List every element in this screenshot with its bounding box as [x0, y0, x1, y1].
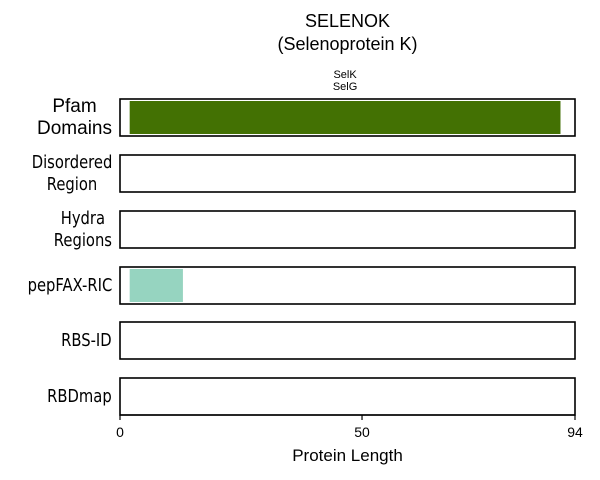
x-tick-label-2: 94 [567, 424, 583, 440]
segment-label-0-0-0: SelK [333, 69, 357, 81]
track-label-1: Disordered Region [31, 152, 112, 196]
x-tick-label-1: 50 [354, 424, 370, 440]
track-frame-1 [119, 154, 576, 193]
chart-title: SELENOK [304, 11, 391, 31]
track-label-3: pepFAX-RIC [27, 275, 112, 297]
track-frame-3 [119, 266, 576, 305]
track-frame-5 [119, 377, 576, 416]
track-frame-4 [119, 321, 576, 360]
track-label-line: Disordered [31, 151, 112, 173]
x-tick-label-0: 0 [116, 424, 124, 440]
track-label-0: Pfam Domains [37, 96, 112, 140]
track-label-4: RBS-ID [61, 330, 112, 352]
track-label-line: Domains [37, 117, 112, 139]
domain-segment-0-0 [129, 101, 561, 134]
track-frame-2 [119, 210, 576, 249]
track-label-line: RBDmap [47, 385, 112, 407]
track-label-line: RBS-ID [61, 329, 112, 351]
segment-label-0-0-1: SelG [333, 81, 357, 93]
track-label-2: Hydra Regions [54, 208, 112, 252]
track-label-line: Hydra [60, 207, 106, 229]
track-label-line: Region [46, 173, 97, 195]
x-axis-label: Protein Length [292, 446, 403, 465]
track-label-line: Pfam [52, 95, 97, 117]
track-label-line: pepFAX-RIC [27, 274, 112, 296]
domain-segment-3-0 [129, 269, 183, 302]
chart-subtitle: (Selenoprotein K) [277, 34, 418, 54]
track-label-line: Regions [53, 229, 112, 251]
track-label-5: RBDmap [47, 386, 112, 408]
